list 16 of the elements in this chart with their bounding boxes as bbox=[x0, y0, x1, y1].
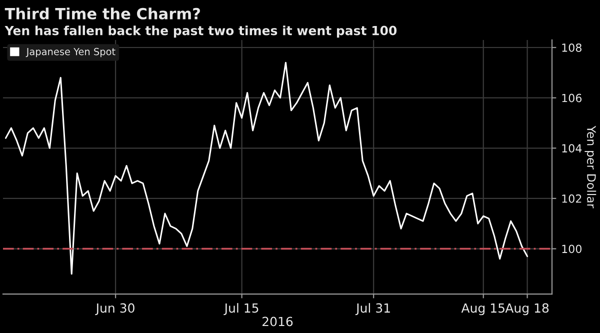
y-tick-label: 106 bbox=[562, 94, 582, 102]
y-tick-label: 102 bbox=[562, 194, 582, 203]
y-axis-title: Yen per Dollar bbox=[584, 126, 596, 208]
chart-title: Third Time the Charm? bbox=[4, 8, 200, 20]
chart-subtitle: Yen has fallen back the past two times it went past 100 bbox=[4, 26, 397, 38]
x-tick-label: Jun 30 bbox=[95, 303, 134, 316]
x-tick-label: Jul 15 bbox=[224, 303, 258, 316]
line-series bbox=[4, 62, 528, 275]
x-tick-label: Jul 31 bbox=[355, 303, 390, 316]
x-tick-label: Aug 15 bbox=[461, 303, 504, 316]
y-tick-label: 104 bbox=[562, 144, 582, 153]
x-tick-label: Aug 18 bbox=[505, 303, 549, 316]
y-tick-label: 100 bbox=[562, 244, 582, 254]
y-tick-label: 108 bbox=[562, 43, 582, 52]
legend-label: Japanese Yen Spot bbox=[26, 48, 116, 58]
x-axis-title: 2016 bbox=[262, 316, 293, 326]
